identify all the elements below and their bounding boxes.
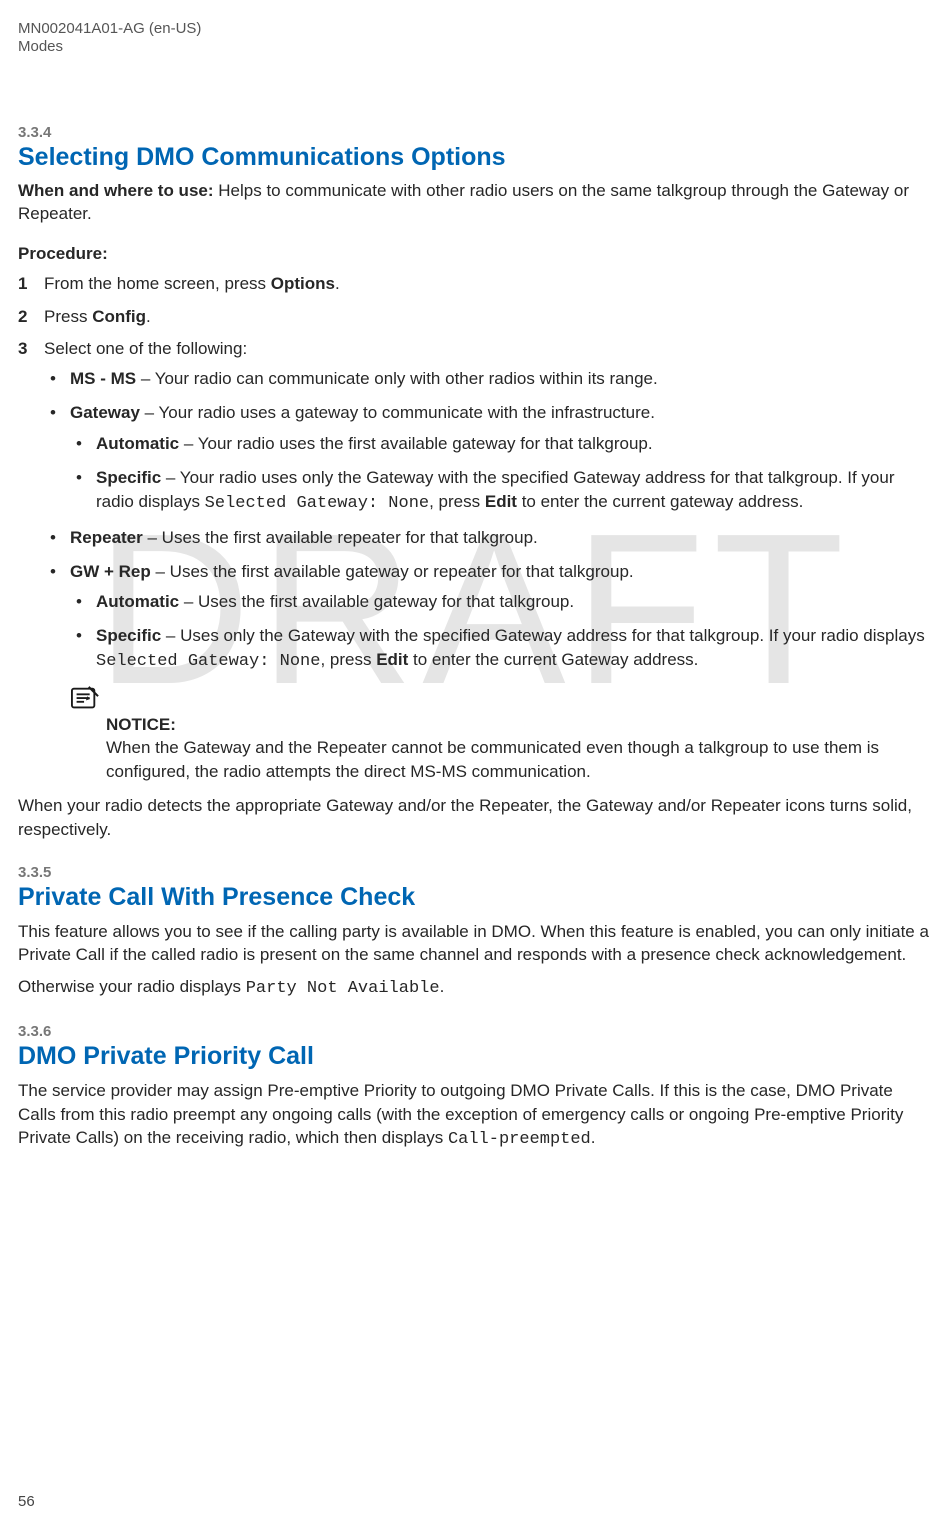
- notice-block: NOTICE: When the Gateway and the Repeate…: [70, 685, 930, 784]
- step1-b: Options: [271, 274, 335, 293]
- notice-text-wrap: NOTICE: When the Gateway and the Repeate…: [106, 685, 930, 784]
- doc-id: MN002041A01-AG (en-US): [18, 20, 930, 38]
- closing-para: When your radio detects the appropriate …: [18, 794, 930, 842]
- gwrep-spec-edit: Edit: [376, 650, 408, 669]
- step-2: 2 Press Config.: [44, 305, 930, 329]
- gwrep-label: GW + Rep: [70, 562, 151, 581]
- gw-spec-edit: Edit: [485, 492, 517, 511]
- step2-b: Config: [92, 307, 146, 326]
- step1-c: .: [335, 274, 340, 293]
- use-label: When and where to use:: [18, 181, 214, 200]
- section-title: DMO Private Priority Call: [18, 1042, 930, 1071]
- page-number: 56: [18, 1493, 35, 1510]
- gwrep-spec-a: – Uses only the Gateway with the specifi…: [161, 626, 925, 645]
- sec336-p1: The service provider may assign Pre-empt…: [18, 1079, 930, 1152]
- gw-spec-c: to enter the current gateway address.: [517, 492, 803, 511]
- step-num: 1: [18, 272, 27, 296]
- opt-repeater: Repeater – Uses the first available repe…: [70, 526, 930, 550]
- opt-ms: MS - MS – Your radio can communicate onl…: [70, 367, 930, 391]
- procedure-list: 1 From the home screen, press Options. 2…: [18, 272, 930, 784]
- step1-a: From the home screen, press: [44, 274, 271, 293]
- step-num: 3: [18, 337, 27, 361]
- section-number: 3.3.6: [18, 1023, 930, 1040]
- sec335-p2b: .: [440, 977, 445, 996]
- notice-icon: [70, 685, 106, 720]
- sec336-code: Call-preempted: [448, 1130, 591, 1149]
- gwrep-auto-label: Automatic: [96, 592, 179, 611]
- notice-text: When the Gateway and the Repeater cannot…: [106, 738, 879, 781]
- gwrep-spec-label: Specific: [96, 626, 161, 645]
- step3-text: Select one of the following:: [44, 339, 247, 358]
- gwrep-spec-c: to enter the current Gateway address.: [408, 650, 698, 669]
- opt-gw-rep: GW + Rep – Uses the first available gate…: [70, 560, 930, 784]
- gw-text: – Your radio uses a gateway to communica…: [140, 403, 655, 422]
- gwrep-spec-code: Selected Gateway: None: [96, 652, 320, 671]
- gwrep-auto: Automatic – Uses the first available gat…: [96, 590, 930, 614]
- gateway-sub: Automatic – Your radio uses the first av…: [70, 432, 930, 516]
- page-header: MN002041A01-AG (en-US) Modes: [18, 20, 930, 56]
- section-title: Private Call With Presence Check: [18, 883, 930, 912]
- gw-label: Gateway: [70, 403, 140, 422]
- gw-auto-label: Automatic: [96, 434, 179, 453]
- sec335-p2a: Otherwise your radio displays: [18, 977, 246, 996]
- doc-section: Modes: [18, 38, 930, 56]
- sec335-code: Party Not Available: [246, 979, 440, 998]
- sec335-p1: This feature allows you to see if the ca…: [18, 920, 930, 968]
- rep-text: – Uses the first available repeater for …: [143, 528, 538, 547]
- gwrep-text: – Uses the first available gateway or re…: [151, 562, 634, 581]
- section-number: 3.3.4: [18, 124, 930, 141]
- procedure-label: Procedure:: [18, 244, 930, 264]
- gwrep-spec-b: , press: [320, 650, 376, 669]
- step2-a: Press: [44, 307, 92, 326]
- step2-c: .: [146, 307, 151, 326]
- step-num: 2: [18, 305, 27, 329]
- gw-auto-text: – Your radio uses the first available ga…: [179, 434, 652, 453]
- gwrep-sub: Automatic – Uses the first available gat…: [70, 590, 930, 674]
- step-1: 1 From the home screen, press Options.: [44, 272, 930, 296]
- gwrep-specific: Specific – Uses only the Gateway with th…: [96, 624, 930, 674]
- when-where: When and where to use: Helps to communic…: [18, 180, 930, 226]
- rep-label: Repeater: [70, 528, 143, 547]
- sec336-p1b: .: [591, 1128, 596, 1147]
- sec335-p2: Otherwise your radio displays Party Not …: [18, 975, 930, 1001]
- gw-spec-code: Selected Gateway: None: [205, 494, 429, 513]
- gw-specific: Specific – Your radio uses only the Gate…: [96, 466, 930, 516]
- ms-text: – Your radio can communicate only with o…: [136, 369, 658, 388]
- step-3: 3 Select one of the following: MS - MS –…: [44, 337, 930, 783]
- section-number: 3.3.5: [18, 864, 930, 881]
- options-list: MS - MS – Your radio can communicate onl…: [44, 367, 930, 784]
- gw-auto: Automatic – Your radio uses the first av…: [96, 432, 930, 456]
- gwrep-auto-text: – Uses the first available gateway for t…: [179, 592, 574, 611]
- gw-spec-label: Specific: [96, 468, 161, 487]
- section-title: Selecting DMO Communications Options: [18, 143, 930, 172]
- opt-gateway: Gateway – Your radio uses a gateway to c…: [70, 401, 930, 516]
- gw-spec-b: , press: [429, 492, 485, 511]
- ms-label: MS - MS: [70, 369, 136, 388]
- notice-label: NOTICE:: [106, 713, 930, 737]
